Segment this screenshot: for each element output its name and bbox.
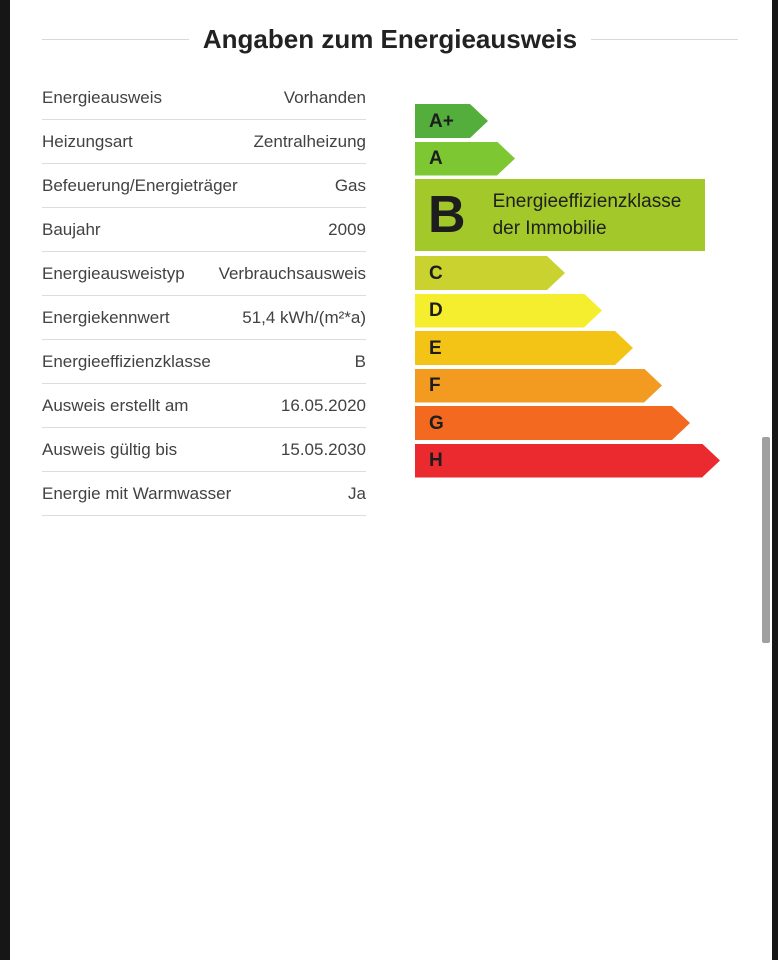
energy-class-letter: A bbox=[429, 148, 443, 169]
header-rule-right bbox=[591, 39, 738, 40]
detail-label: Energieeffizienzklasse bbox=[42, 351, 211, 371]
detail-row: Heizungsart Zentralheizung bbox=[42, 120, 366, 164]
detail-value: Zentralheizung bbox=[253, 131, 366, 151]
detail-label: Heizungsart bbox=[42, 131, 133, 151]
detail-label: Energieausweis bbox=[42, 87, 163, 107]
page-title: Angaben zum Energieausweis bbox=[202, 24, 578, 54]
page: Angaben zum Energieausweis Energieauswei… bbox=[10, 0, 772, 960]
detail-value: Gas bbox=[334, 175, 366, 195]
scrollbar-thumb[interactable] bbox=[762, 437, 770, 643]
energy-class-letter: D bbox=[429, 300, 443, 321]
energy-class-letter: A+ bbox=[429, 110, 454, 132]
energy-class-bar-a: A bbox=[415, 142, 515, 176]
detail-row: Energiekennwert 51,4 kWh/(m²*a) bbox=[42, 296, 366, 340]
energy-class-bar-g: G bbox=[415, 406, 690, 440]
energy-class-bar-c: C bbox=[415, 256, 565, 290]
detail-row: Energieausweistyp Verbrauchsausweis bbox=[42, 252, 366, 296]
energy-class-letter: B bbox=[428, 186, 466, 244]
detail-value: Vorhanden bbox=[283, 87, 366, 107]
energy-class-bar-h: H bbox=[415, 444, 720, 478]
detail-row: Ausweis erstellt am 16.05.2020 bbox=[42, 384, 366, 428]
energy-class-bar-f: F bbox=[415, 369, 662, 403]
energy-class-bar-b: B Energieeffizienzklasse der Immobilie bbox=[415, 179, 705, 251]
header-rule-left bbox=[42, 39, 189, 40]
detail-value: 15.05.2030 bbox=[280, 439, 366, 459]
detail-row: Ausweis gültig bis 15.05.2030 bbox=[42, 428, 366, 472]
detail-value: 2009 bbox=[328, 219, 366, 239]
detail-label: Befeuerung/Energieträger bbox=[42, 175, 238, 195]
detail-value: 16.05.2020 bbox=[280, 395, 366, 415]
energy-class-chart: A+ A B Energieeffizienzklasse der Immobilie… bbox=[415, 104, 725, 481]
energy-class-letter: C bbox=[429, 262, 443, 284]
detail-value: Verbrauchsausweis bbox=[218, 263, 366, 283]
detail-row: Baujahr 2009 bbox=[42, 208, 366, 252]
detail-label: Energieausweistyp bbox=[42, 263, 185, 283]
energy-class-letter: H bbox=[429, 450, 443, 471]
content: Energieausweis Vorhanden Heizungsart Zentra… bbox=[10, 55, 772, 516]
energy-details-table: Energieausweis Vorhanden Heizungsart Zentra… bbox=[42, 76, 366, 516]
energy-class-bar-e: E bbox=[415, 331, 633, 365]
energy-class-bar-aplus: A+ bbox=[415, 104, 488, 138]
energy-class-letter: G bbox=[429, 412, 444, 434]
energy-class-letter: F bbox=[429, 375, 441, 396]
detail-row: Befeuerung/Energieträger Gas bbox=[42, 164, 366, 208]
highlight-description: Energieeffizienzklasse der Immobilie bbox=[492, 191, 682, 239]
detail-label: Ausweis gültig bis bbox=[42, 439, 178, 459]
detail-label: Energie mit Warmwasser bbox=[42, 483, 232, 503]
detail-label: Baujahr bbox=[42, 219, 101, 239]
detail-label: Ausweis erstellt am bbox=[42, 395, 189, 415]
detail-value: Ja bbox=[348, 483, 366, 503]
detail-value: 51,4 kWh/(m²*a) bbox=[242, 307, 366, 327]
detail-row: Energie mit Warmwasser Ja bbox=[42, 472, 366, 516]
detail-label: Energiekennwert bbox=[42, 307, 170, 327]
detail-row: Energieeffizienzklasse B bbox=[42, 340, 366, 384]
energy-class-letter: E bbox=[429, 337, 442, 359]
page-header: Angaben zum Energieausweis bbox=[10, 0, 772, 55]
detail-value: B bbox=[354, 351, 366, 371]
detail-row: Energieausweis Vorhanden bbox=[42, 76, 366, 120]
energy-class-bar-d: D bbox=[415, 294, 602, 328]
